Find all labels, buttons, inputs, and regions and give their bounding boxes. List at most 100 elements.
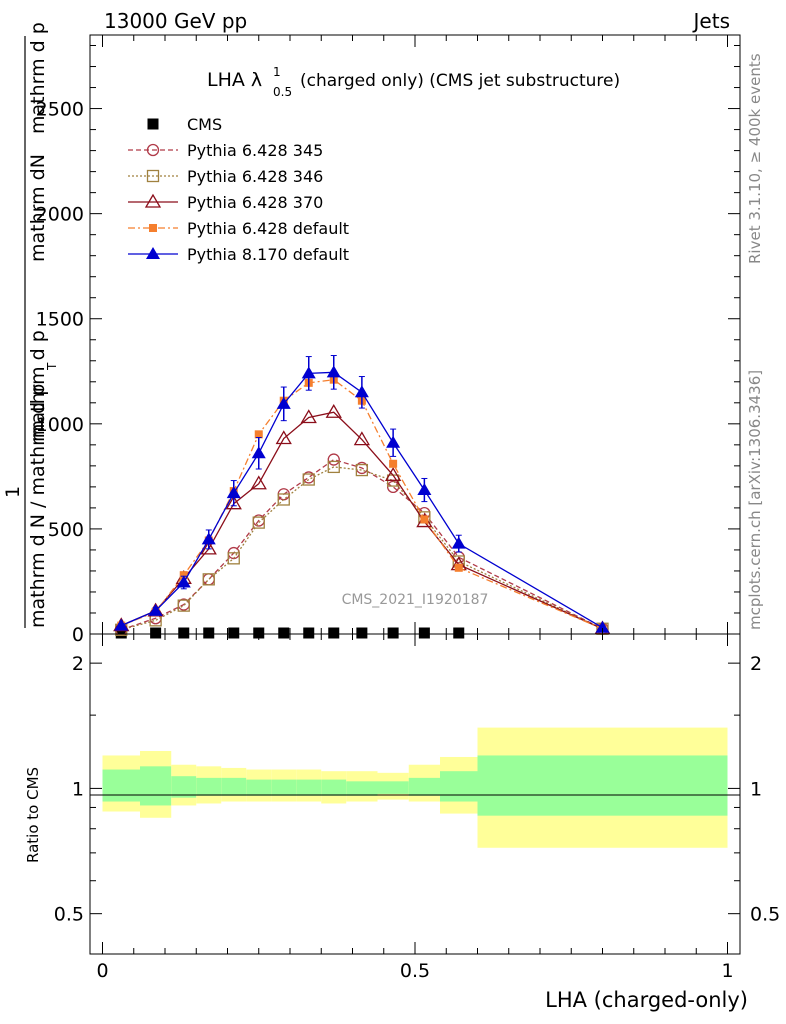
data-point-p346 — [355, 463, 369, 477]
data-point-p8def — [451, 536, 466, 549]
ratio-band-inner — [171, 776, 197, 798]
data-point-p345 — [386, 480, 400, 494]
ratio-band-inner — [246, 779, 272, 796]
legend-label: Pythia 6.428 370 — [187, 193, 323, 212]
legend-label: Pythia 8.170 default — [187, 245, 349, 264]
data-point-p8def — [114, 618, 129, 631]
ratio-y-tick-label-right: 2 — [750, 653, 762, 675]
data-point-p370 — [250, 475, 267, 490]
legend-marker — [146, 143, 160, 157]
legend-marker — [147, 118, 159, 130]
legend-marker — [144, 193, 162, 208]
ratio-band-inner — [346, 781, 378, 796]
y-tick-label: 1000 — [36, 414, 84, 436]
data-point-cms — [278, 627, 290, 639]
ratio-band-inner — [296, 779, 322, 796]
data-point-p8def — [251, 446, 266, 459]
title-rest: (charged only) (CMS jet substructure) — [300, 71, 620, 91]
data-point-cms — [115, 627, 127, 639]
ratio-band-inner — [377, 781, 409, 794]
data-point-p8def — [201, 532, 216, 545]
legend-item-p345: Pythia 6.428 345 — [128, 141, 323, 160]
ratio-y-tick-label-left: 0.5 — [54, 904, 84, 926]
legend: CMS Pythia 6.428 345 Pythia 6.428 346 Pythi… — [128, 115, 349, 264]
ylabel-denominator: mathrm d N / mathrm d p — [27, 384, 49, 628]
data-point-p8def — [148, 603, 163, 616]
ratio-y-tick-label-left: 2 — [72, 653, 84, 675]
data-point-p346 — [277, 493, 290, 506]
series-line-p6def — [121, 379, 603, 630]
data-point-p6def — [454, 563, 463, 572]
y-tick-label: 2000 — [36, 204, 84, 226]
data-point-p8def — [226, 486, 241, 499]
ratio-panel: 0.5 0.51 12 2 0 0.5 1 — [54, 633, 780, 982]
ratio-band-inner — [271, 779, 297, 796]
data-point-p370 — [384, 467, 402, 481]
ratio-y-tick-label-left: 1 — [72, 778, 84, 800]
series-p346 — [115, 460, 609, 636]
legend-marker — [146, 169, 160, 183]
x-tick-label: 1 — [721, 960, 733, 982]
data-point-p8def — [176, 575, 191, 588]
title-main: LHA λ — [207, 69, 262, 91]
x-axis-label: LHA (charged-only) — [545, 988, 748, 1012]
ylabel-denominator-tail: mathrm d p — [27, 330, 49, 442]
ratio-band-inner — [221, 777, 247, 796]
y-tick-label: 1500 — [36, 309, 84, 331]
data-point-cms — [303, 627, 315, 639]
data-point-p6def — [420, 515, 429, 524]
data-point-p346 — [177, 599, 190, 612]
data-point-p6def — [254, 430, 263, 439]
data-point-p370 — [275, 430, 292, 445]
data-point-cms — [453, 627, 465, 639]
series-line-p8def — [120, 371, 603, 629]
legend-item-p8def: Pythia 8.170 default — [128, 245, 349, 264]
ratio-y-tick-label-right: 1 — [750, 778, 762, 800]
energy-label: 13000 GeV pp — [104, 9, 247, 33]
legend-label: Pythia 6.428 345 — [187, 141, 323, 160]
data-point-p370 — [353, 431, 371, 446]
legend-label: Pythia 6.428 default — [187, 219, 349, 238]
legend-item-p346: Pythia 6.428 346 — [128, 167, 323, 186]
title-subscript: 0.5 — [273, 85, 292, 99]
data-point-cms — [150, 627, 162, 639]
legend-item-cms: CMS — [147, 115, 222, 134]
data-point-cms — [203, 627, 215, 639]
ratio-band-inner — [408, 777, 440, 796]
ylabel-prefix: 1 — [2, 486, 24, 498]
series-line-p346 — [121, 466, 603, 631]
data-point-cms — [356, 627, 368, 639]
data-point-cms — [418, 627, 430, 639]
data-point-p346 — [252, 516, 265, 529]
main-y-axis: 0 500 1000 1500 2000 2500 — [36, 45, 740, 646]
process-label: Jets — [692, 9, 730, 33]
legend-item-p6def: Pythia 6.428 default — [128, 219, 349, 238]
data-point-p346 — [227, 552, 240, 565]
ylabel-numerator: mathrm dN — [27, 154, 49, 262]
ratio-band-inner — [140, 766, 172, 806]
data-point-cms — [228, 627, 240, 639]
data-point-p6def — [389, 459, 398, 468]
y-tick-label: 500 — [48, 519, 84, 541]
ratio-x-axis: 0 0.5 1 — [96, 634, 734, 982]
data-point-p6def — [179, 571, 188, 580]
data-point-p8def — [354, 385, 369, 398]
data-point-p8def — [386, 435, 401, 448]
data-point-p8def — [301, 366, 316, 379]
data-point-cms — [328, 627, 340, 639]
legend-item-p370: Pythia 6.428 370 — [128, 193, 323, 212]
legend-label: Pythia 6.428 346 — [187, 167, 323, 186]
data-point-p346 — [202, 573, 215, 586]
ylabel-subscript-1: T — [45, 362, 59, 371]
ratio-band-inner — [440, 771, 478, 802]
ratio-band-inner — [321, 779, 347, 796]
x-tick-label: 0 — [96, 960, 108, 982]
ratio-band-inner — [102, 769, 140, 802]
data-point-cms — [178, 627, 190, 639]
data-point-p8def — [595, 620, 610, 633]
y-tick-label: 0 — [72, 624, 84, 646]
ratio-bands-layer — [102, 727, 728, 848]
ratio-band-inner — [196, 777, 222, 796]
ylabel-numerator-tail: mathrm d p — [27, 22, 49, 134]
